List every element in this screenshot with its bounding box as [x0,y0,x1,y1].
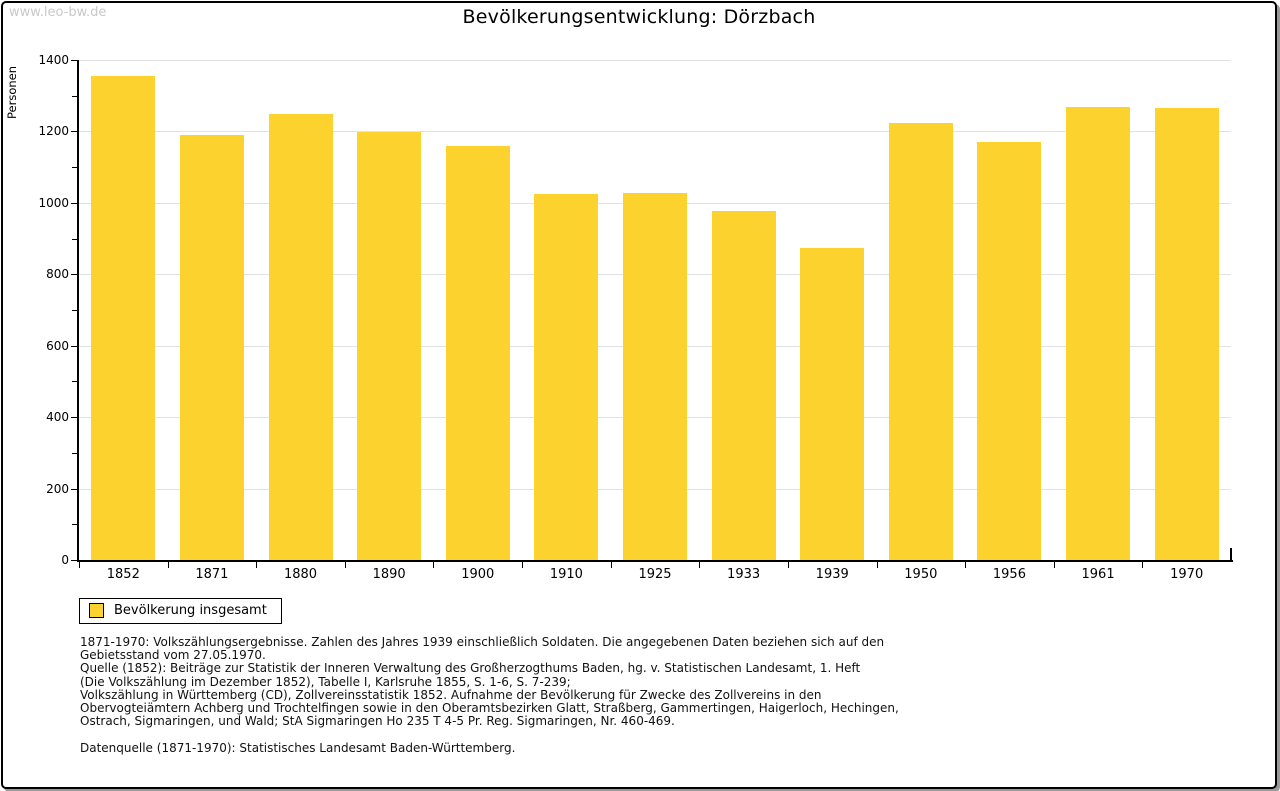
y-tick [72,167,77,169]
y-tick [71,274,77,276]
y-tick [71,202,77,204]
x-tick-label: 1939 [815,567,849,582]
footnote-line: (Die Volkszählung im Dezember 1852), Tab… [80,674,571,689]
legend-swatch [89,603,104,618]
x-tick-label: 1900 [461,567,495,582]
x-tick-label: 1910 [549,567,583,582]
gridline [79,131,1231,133]
plot-area: 0 200 400 600 800 1000 1200 1400 1852 1871 1880 189… [38,53,1233,582]
y-axis-line [77,60,79,562]
footnote-line: Ostrach, Sigmaringen, und Wald; StA Sigm… [80,714,675,729]
bar [1066,106,1131,560]
y-tick [72,452,77,454]
footnote-line: Volkszählung in Württemberg (CD), Zollve… [80,687,822,702]
x-tick-label: 1871 [195,567,229,582]
x-tick [876,562,878,568]
footnote-line: Quelle (1852): Beiträge zur Statistik de… [80,661,861,676]
bar [268,113,333,560]
x-tick [610,562,612,568]
x-tick [1142,562,1144,568]
x-tick-label: 1961 [1081,567,1115,582]
y-tick-label: 800 [46,267,69,282]
x-tick-label: 1925 [638,567,672,582]
x-tick-label: 1950 [904,567,938,582]
y-tick [71,60,77,61]
chart-title: Bevölkerungsentwicklung: Dörzbach [462,6,816,28]
y-tick-label: 400 [46,410,69,425]
x-tick [256,562,258,568]
y-tick [72,310,77,311]
footnote-line: Gebietsstand vom 27.05.1970. [80,648,266,663]
x-tick-label: 1956 [992,567,1026,582]
x-tick [965,562,967,568]
y-tick-label: 200 [46,481,69,496]
x-axis-line [77,560,1233,562]
y-tick-label: 1200 [38,124,69,139]
footnote-line: Obervogteiämtern Achberg und Trochtelfin… [80,701,899,716]
bar [888,123,953,560]
y-tick-label: 1400 [38,53,69,67]
y-tick-label: 1000 [38,195,69,210]
x-tick [1053,562,1055,568]
x-tick [167,562,169,568]
y-tick [72,524,77,526]
axis-end-tick [1230,548,1232,561]
bar [357,132,422,560]
y-tick [72,238,77,240]
y-tick-label: 600 [46,338,69,353]
y-tick [71,345,77,347]
y-tick [72,95,77,97]
bar [977,141,1042,560]
x-tick [699,562,701,568]
legend: Bevölkerung insgesamt [79,598,282,624]
x-tick [787,562,789,568]
y-tick [71,488,77,490]
y-axis-title: Personen [5,65,19,119]
bar [91,76,156,560]
legend-label: Bevölkerung insgesamt [114,603,267,618]
bar [711,211,776,560]
y-tick-label: 0 [61,553,69,567]
datasource-note: Datenquelle (1871-1970): Statistisches L… [80,741,516,755]
bar [623,192,687,560]
footnote-line: 1871-1970: Volkszählungsergebnisse. Zahl… [80,635,885,649]
x-tick-label: 1933 [727,567,761,582]
bar [445,146,510,560]
y-tick [71,560,77,561]
x-tick-label: 1970 [1170,567,1204,582]
footnotes: 1871-1970: Volkszählungsergebnisse. Zahl… [80,635,899,729]
x-tick [79,562,80,568]
x-tick-label: 1852 [106,567,140,582]
x-tick [433,562,435,568]
bar [1154,107,1219,560]
y-tick [71,417,77,419]
y-tick [72,381,77,383]
bar [179,135,244,560]
x-tick-label: 1890 [372,567,406,582]
watermark: www.leo-bw.de [9,5,107,20]
x-tick [344,562,346,568]
x-tick [522,562,524,568]
x-tick-label: 1880 [283,567,318,582]
bar [800,248,865,560]
gridline [79,60,1231,61]
bar [534,193,599,560]
y-tick [71,131,77,133]
